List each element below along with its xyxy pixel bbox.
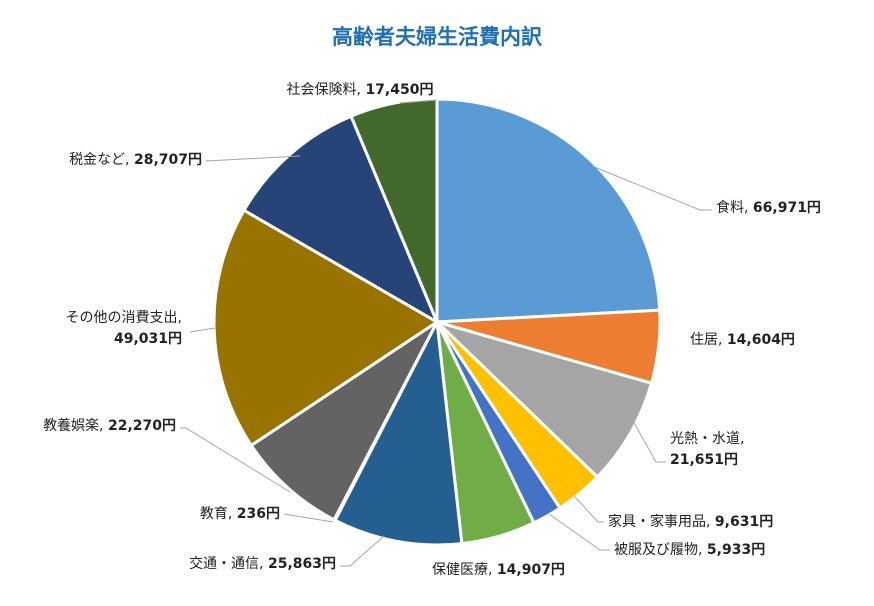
slice-value: 66,971円: [753, 200, 821, 216]
chart-title: 高齢者夫婦生活費内訳: [332, 25, 543, 49]
slice-value: 28,707円: [134, 152, 202, 168]
pie-slice: [435, 97, 662, 324]
slice-value: 25,863円: [268, 556, 336, 572]
pie-slice: [349, 97, 439, 323]
slice-name: 社会保険料,: [287, 82, 366, 98]
slice-label: 食料, 66,971円: [716, 199, 821, 216]
pie-slice: [212, 208, 440, 448]
slice-value: 14,604円: [727, 332, 795, 348]
slice-label: 交通・通信, 25,863円: [189, 555, 336, 572]
pie-slice: [435, 320, 654, 480]
leader-line: [591, 165, 712, 211]
leader-line: [548, 513, 610, 551]
slice-label: 家具・家事用品, 9,631円: [608, 513, 773, 530]
slice-label: 教養娯楽, 22,270円: [43, 417, 176, 434]
slice-value: 14,907円: [497, 562, 565, 578]
slice-label: その他の消費支出, 49,031円: [66, 310, 182, 347]
pie-slices: [212, 97, 662, 547]
slice-name: 交通・通信,: [189, 555, 268, 572]
slice-value: 49,031円: [114, 331, 182, 347]
slice-value: 21,651円: [670, 452, 738, 468]
slice-label: 教育, 236円: [200, 506, 280, 522]
leader-line: [283, 513, 334, 523]
slice-label: 被服及び履物, 5,933円: [614, 542, 765, 558]
slice-name: 家具・家事用品,: [608, 513, 715, 530]
leader-line: [180, 427, 291, 493]
slice-name: 食料,: [716, 199, 753, 216]
slice-name: 被服及び履物,: [614, 542, 707, 558]
slice-name: 教養娯楽,: [43, 417, 108, 434]
leader-line: [340, 535, 385, 567]
slice-name: 保健医療,: [432, 561, 497, 578]
slice-value: 17,450円: [365, 82, 433, 98]
slice-name: 光熱・水道,: [670, 431, 744, 447]
slice-value: 5,933円: [707, 542, 765, 558]
leader-lines: [180, 99, 712, 567]
slice-label: 税金など, 28,707円: [69, 152, 202, 168]
slice-value: 22,270円: [108, 418, 176, 434]
slice-name: 教育,: [200, 506, 237, 522]
pie-slice: [249, 320, 439, 522]
leader-line: [205, 155, 301, 162]
pie-slice: [241, 114, 441, 326]
slice-label: 光熱・水道, 21,651円: [670, 431, 744, 468]
slice-name: その他の消費支出,: [66, 310, 182, 326]
leader-line: [399, 99, 438, 104]
slice-label: 社会保険料, 17,450円: [287, 82, 434, 98]
pie-slice: [333, 316, 464, 547]
slice-value: 236円: [237, 506, 280, 522]
slice-name: 税金など,: [69, 152, 134, 168]
leader-line: [573, 495, 604, 523]
leader-line: [189, 327, 216, 333]
leader-line: [627, 411, 666, 463]
slice-name: 住居,: [690, 332, 727, 348]
slice-value: 9,631円: [715, 514, 773, 530]
slice-label: 保健医療, 14,907円: [432, 561, 565, 578]
slice-label: 住居, 14,604円: [690, 332, 795, 348]
